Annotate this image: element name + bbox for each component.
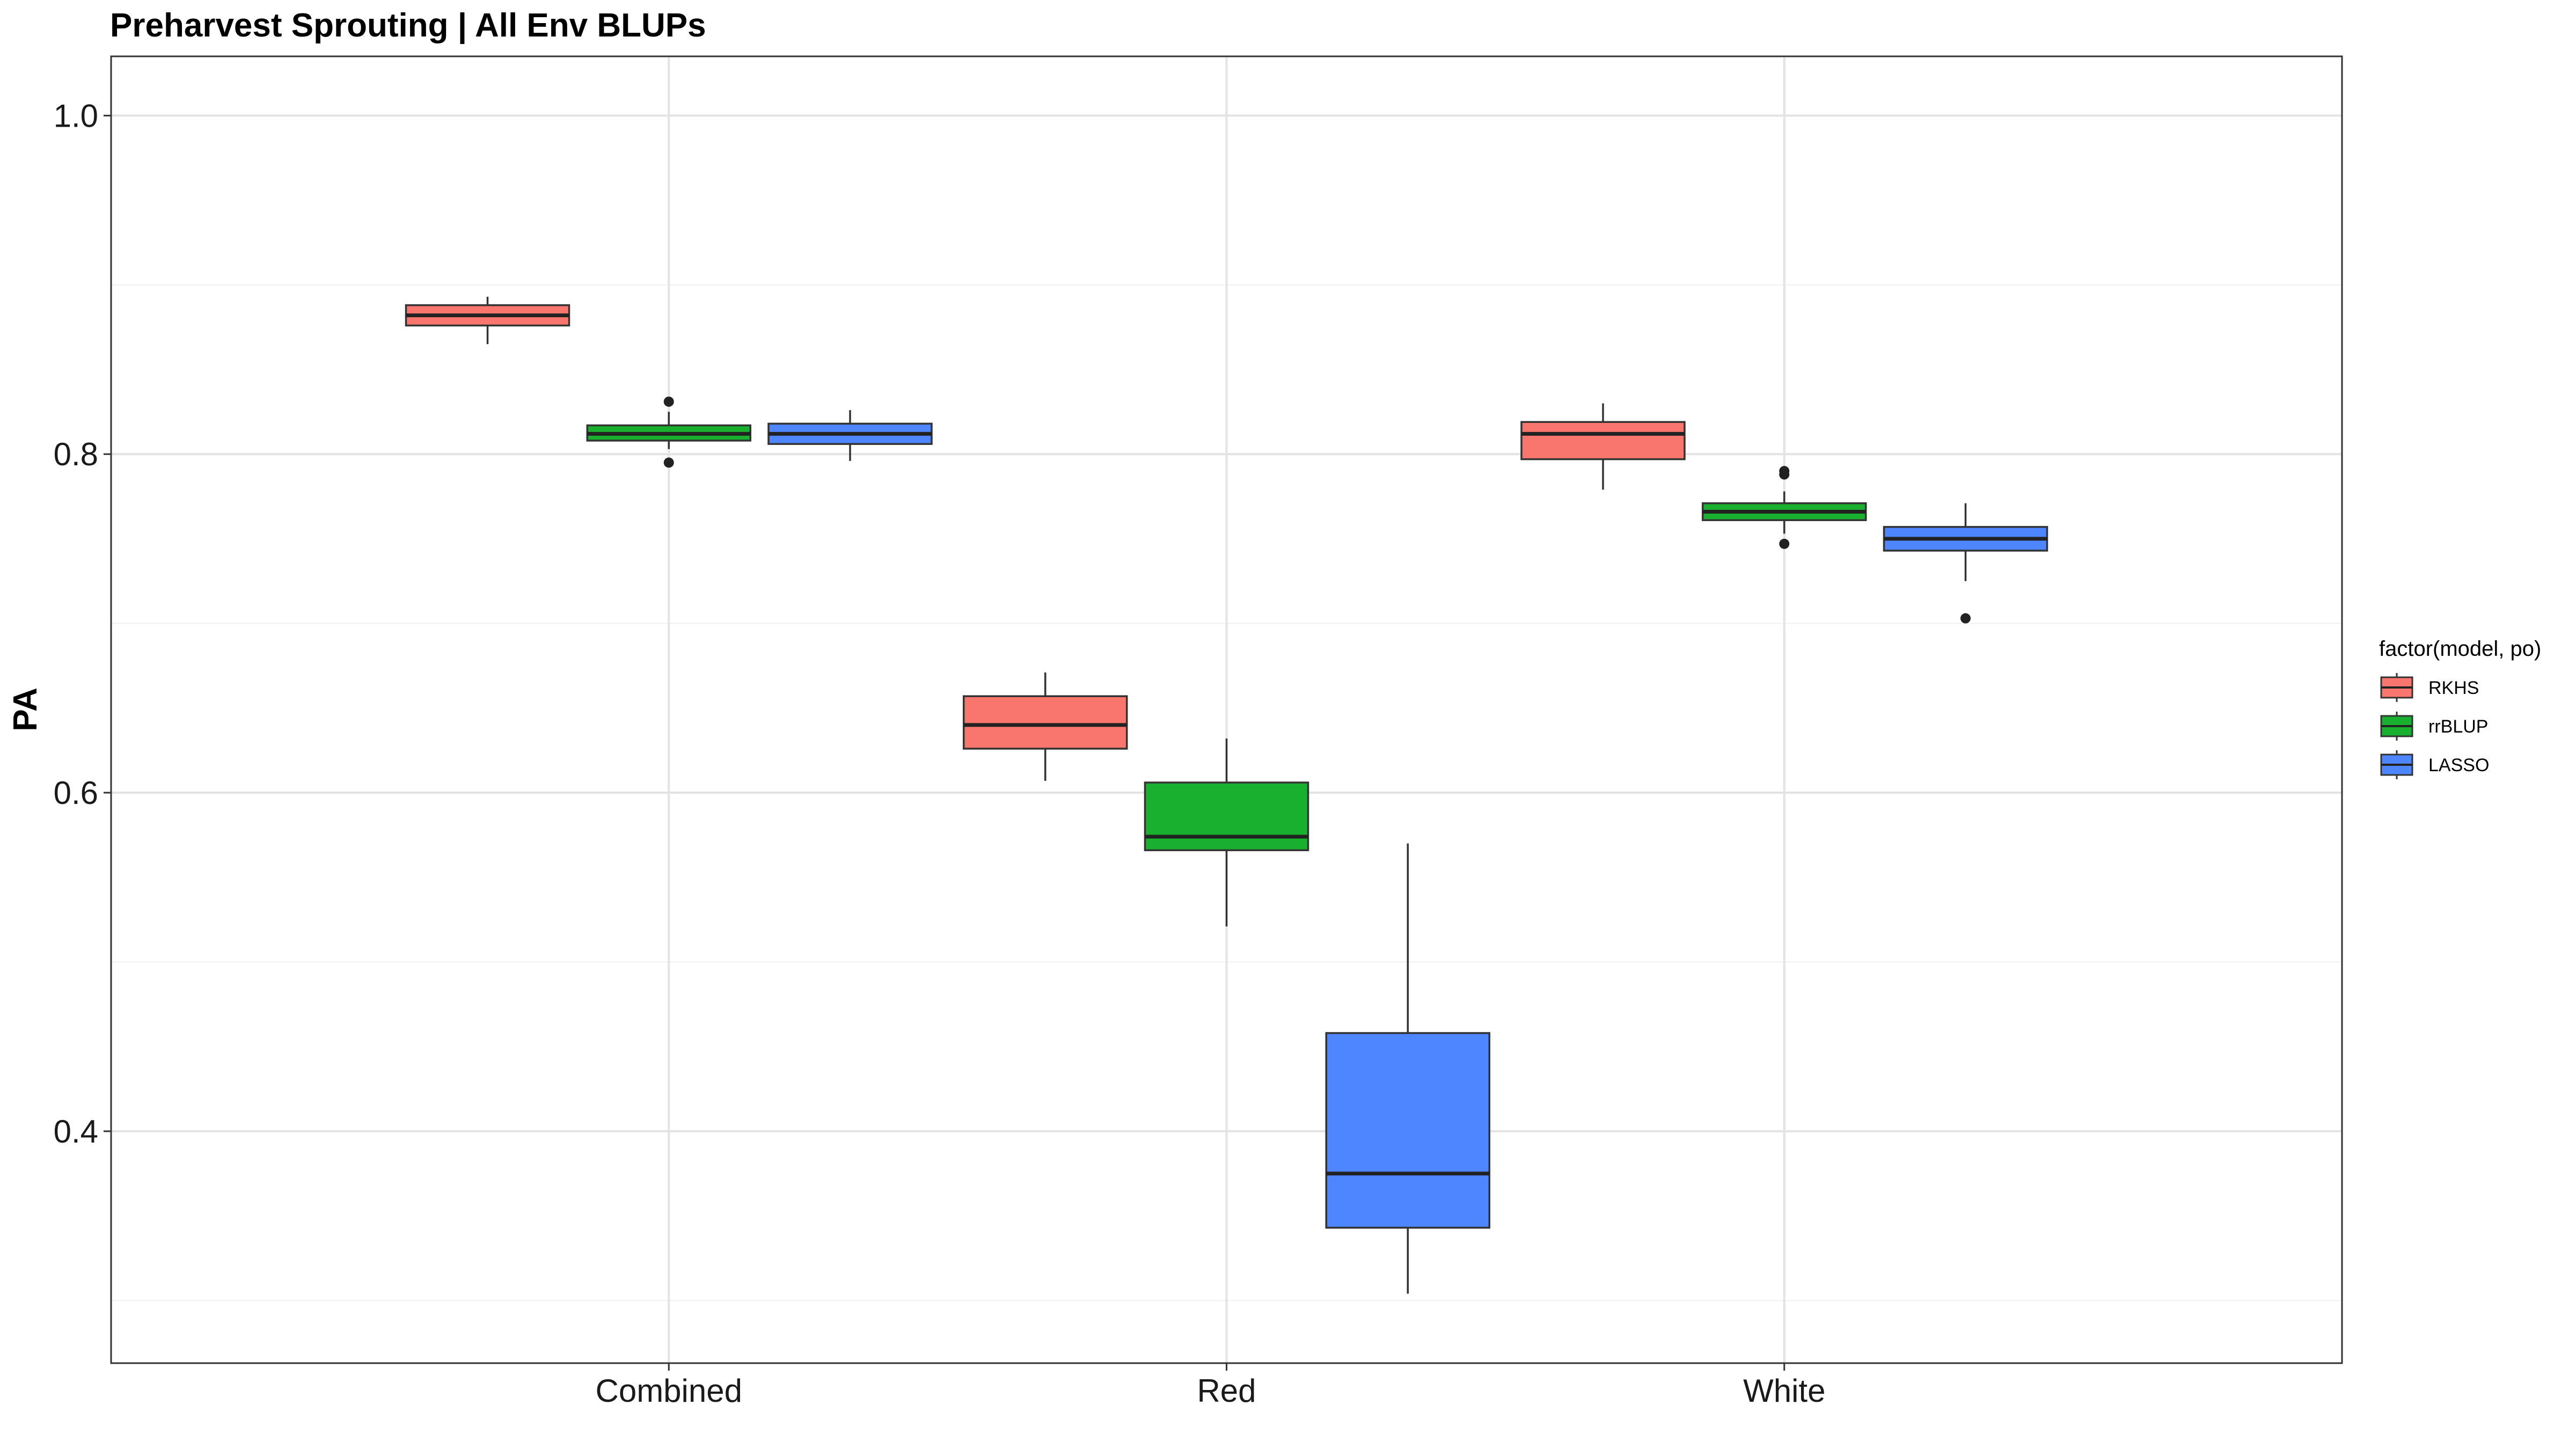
box-RKHS-White [1520, 403, 1686, 490]
y-tick-label: 0.8 [54, 436, 98, 472]
y-tick-label: 1.0 [54, 98, 98, 134]
outlier-point [663, 396, 674, 407]
legend-label: RKHS [2428, 678, 2479, 698]
chart-title: Preharvest Sprouting | All Env BLUPs [110, 7, 706, 45]
box-rrBLUP-White [1702, 466, 1867, 549]
outlier-point [663, 457, 674, 468]
gridlines [111, 56, 2342, 1363]
x-tick-label: Red [1197, 1373, 1256, 1409]
outlier-point [1779, 469, 1790, 480]
y-axis-ticks: 0.4 0.6 0.8 1.0 [54, 98, 111, 1150]
box-LASSO-Red [1325, 843, 1490, 1294]
y-tick-label: 0.4 [54, 1114, 98, 1150]
box-rrBLUP-Combined [586, 396, 751, 468]
x-axis-ticks: Combined Red White [596, 1363, 1825, 1409]
legend-label: rrBLUP [2428, 716, 2488, 737]
legend-item-LASSO: LASSO [2380, 750, 2489, 779]
y-axis-title: PA [7, 687, 44, 731]
outlier-point [1960, 613, 1971, 624]
box-RKHS-Combined [405, 296, 570, 345]
legend-item-rrBLUP: rrBLUP [2380, 712, 2488, 741]
legend: RKHS rrBLUP LASSO [2380, 673, 2489, 779]
box-RKHS-Red [963, 672, 1128, 781]
legend-label: LASSO [2428, 755, 2489, 775]
outlier-point [1779, 538, 1790, 549]
x-tick-label: Combined [596, 1373, 743, 1409]
box-rrBLUP-Red [1144, 738, 1309, 927]
box-LASSO-White [1883, 503, 2048, 624]
legend-item-RKHS: RKHS [2380, 673, 2479, 702]
box-LASSO-Combined [767, 410, 933, 461]
legend-title: factor(model, po) [2379, 637, 2541, 661]
box-layer [405, 296, 2048, 1294]
x-tick-label: White [1743, 1373, 1825, 1409]
box-iqr [1520, 421, 1686, 460]
box-iqr [1144, 781, 1309, 852]
y-tick-label: 0.6 [54, 775, 98, 811]
box-iqr [963, 695, 1128, 750]
box-iqr [1325, 1032, 1490, 1229]
